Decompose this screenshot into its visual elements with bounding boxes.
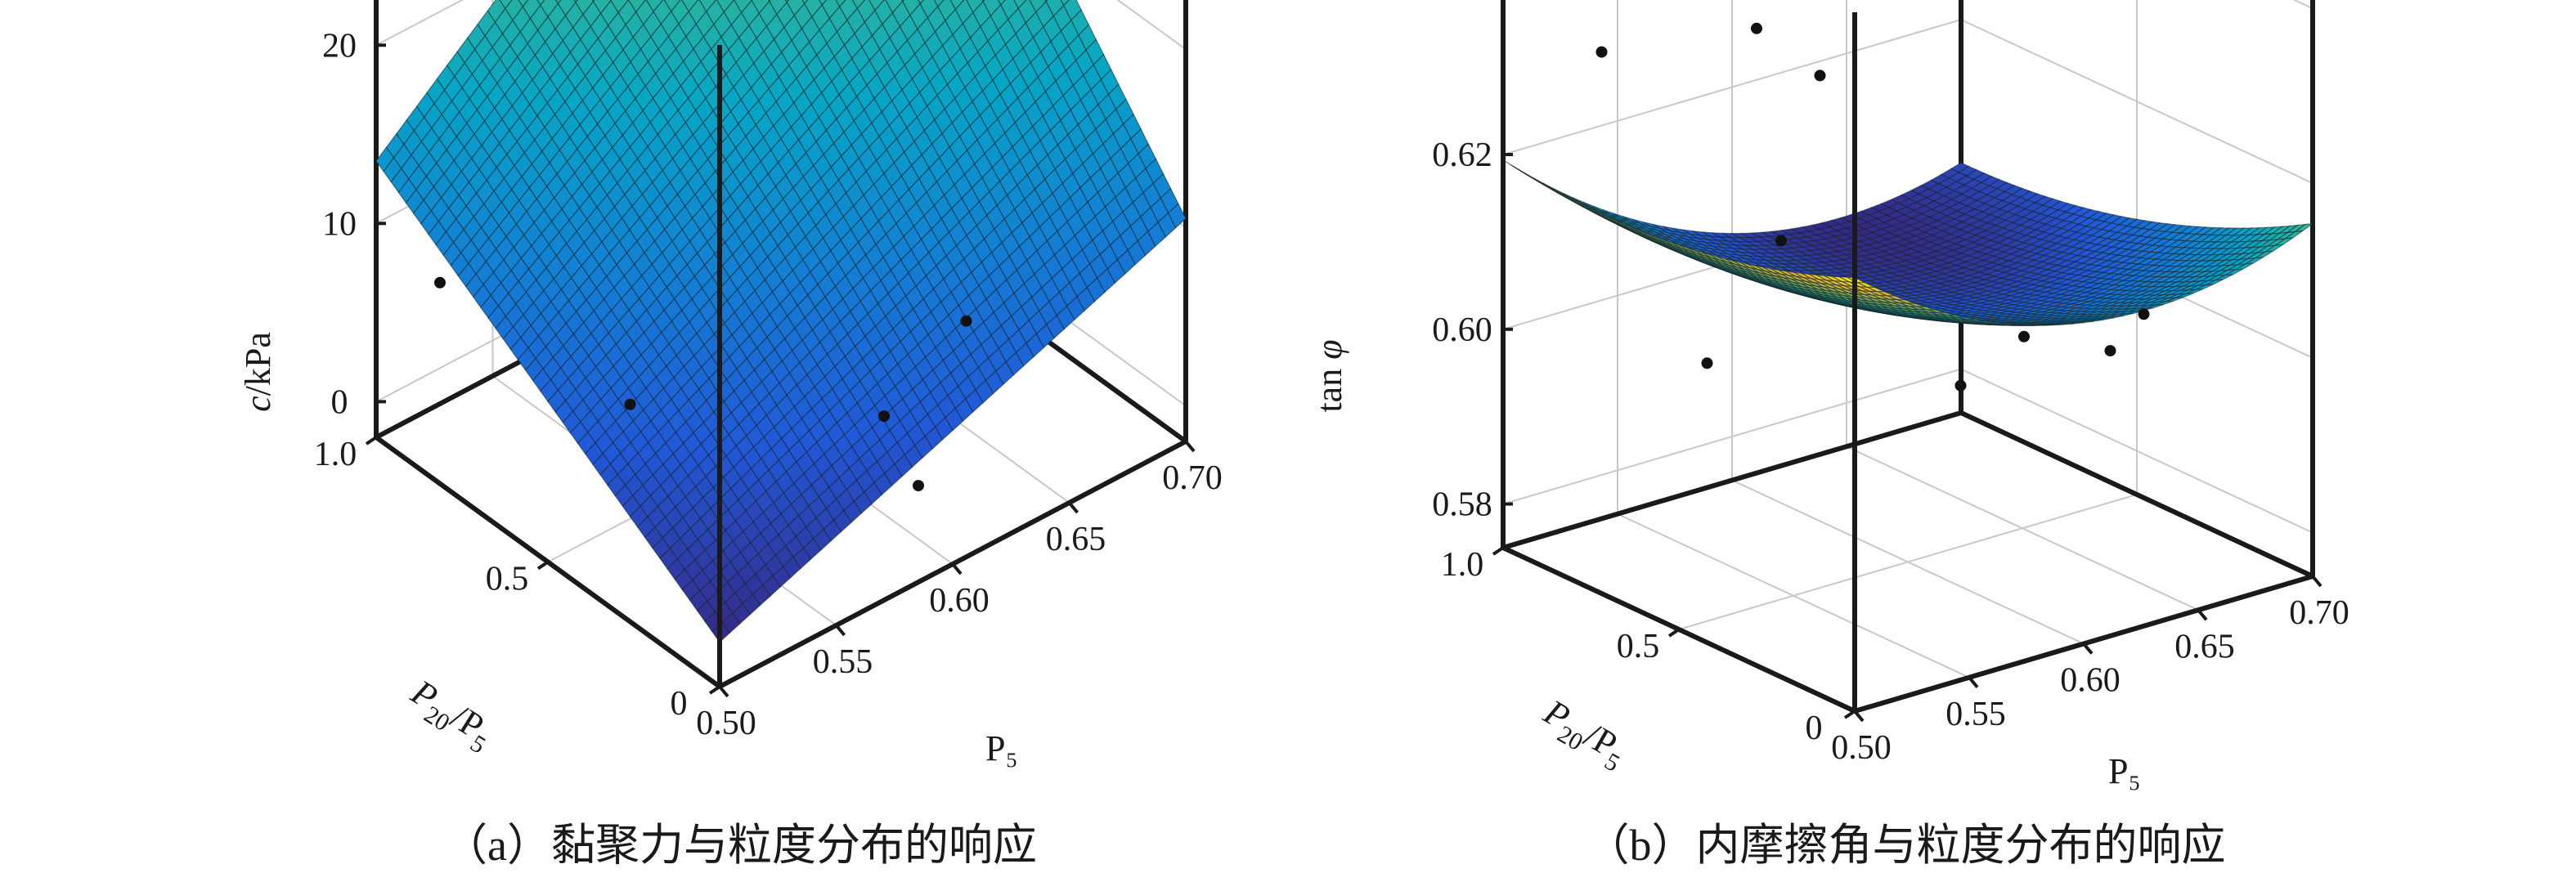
surface-patch <box>536 0 545 7</box>
x-tick-mark <box>2311 575 2322 588</box>
x-tick-label: 0.65 <box>2174 628 2235 665</box>
data-point <box>1751 22 1762 34</box>
x-tick-mark <box>718 685 729 698</box>
x-tick-label: 0.65 <box>1046 521 1106 558</box>
y-tick-mark <box>1843 710 1856 719</box>
x-tick-mark <box>834 624 846 637</box>
surface-patch <box>518 0 529 8</box>
y-tick-label: 1.0 <box>1441 546 1484 584</box>
panel-a-y-axis-label: P20/P5 <box>400 671 501 759</box>
y-tick-label: 0.5 <box>1617 628 1660 665</box>
panel-b-friction-surface: 0.500.550.600.650.7000.51.00.580.600.620… <box>1309 0 2349 870</box>
x-tick-label: 0.50 <box>696 705 756 742</box>
panel-a-caption: （a）黏聚力与粒度分布的响应 <box>443 821 1037 870</box>
z-tick-label: 0 <box>331 383 348 421</box>
panel-a-x-axis-label: P₅ <box>985 728 1018 768</box>
surface-patch <box>835 0 846 8</box>
x-tick-label: 0.55 <box>813 643 873 681</box>
z-tick-label: 10 <box>322 205 357 243</box>
panel-b-z-axis-label: tan φ <box>1309 339 1349 412</box>
x-tick-label: 0.60 <box>2060 662 2120 700</box>
data-point <box>913 480 924 492</box>
y-tick-mark <box>365 436 378 445</box>
gridline-x <box>1502 0 1856 712</box>
axis-box-edge <box>1959 410 2314 579</box>
z-tick-label: 0.62 <box>1432 137 1492 174</box>
z-tick-label: 20 <box>322 27 357 65</box>
axis-box-edge <box>1502 410 1962 550</box>
data-point <box>2138 308 2150 320</box>
surface-patch <box>819 0 828 7</box>
data-point <box>1954 379 1967 392</box>
x-tick-mark <box>1968 676 1979 689</box>
data-point <box>2018 330 2030 343</box>
data-point <box>434 276 446 289</box>
gridline-z <box>1502 368 2313 534</box>
x-tick-label: 0.70 <box>2289 594 2349 632</box>
x-tick-mark <box>951 562 963 575</box>
z-tick-label: 0.58 <box>1432 486 1492 524</box>
y-tick-mark <box>536 560 550 571</box>
x-tick-mark <box>1067 501 1079 514</box>
y-tick-mark <box>1492 546 1505 556</box>
gridline-x <box>1617 0 1970 678</box>
x-tick-mark <box>1184 440 1196 453</box>
x-tick-label: 0.50 <box>1831 729 1892 767</box>
x-tick-label: 0.70 <box>1162 459 1223 497</box>
data-point <box>624 398 636 410</box>
data-point <box>2104 345 2116 357</box>
x-tick-mark <box>1853 710 1865 723</box>
y-tick-mark <box>708 685 721 695</box>
gridline-z <box>2292 0 2313 10</box>
surface-patch <box>1060 0 1070 7</box>
x-tick-label: 0.60 <box>929 582 990 620</box>
panel-a-z-axis-label: c/kPa <box>238 332 278 412</box>
data-point <box>1814 69 1826 82</box>
data-point <box>1701 357 1713 369</box>
data-point <box>1775 235 1787 247</box>
y-tick-label: 0 <box>671 685 688 723</box>
gridline-z <box>1502 19 2313 185</box>
y-tick-label: 0 <box>1806 710 1823 747</box>
panel-b-caption: （b）内摩擦角与粒度分布的响应 <box>1586 821 2226 870</box>
gridline-y <box>1854 0 2313 712</box>
panel-b-x-axis-label: P₅ <box>2108 751 2141 791</box>
data-point <box>960 315 972 327</box>
surface-patch <box>933 0 945 8</box>
y-tick-label: 1.0 <box>314 436 357 473</box>
x-tick-mark <box>2082 642 2094 655</box>
data-point <box>1595 46 1608 58</box>
y-tick-mark <box>1667 628 1681 638</box>
y-tick-label: 0.5 <box>486 561 529 598</box>
z-tick-label: 0.60 <box>1432 311 1492 349</box>
x-tick-label: 0.55 <box>1945 696 2006 733</box>
x-tick-mark <box>2197 608 2208 621</box>
data-point <box>878 410 890 423</box>
panel-b-y-axis-label: P20/P5 <box>1533 692 1635 777</box>
